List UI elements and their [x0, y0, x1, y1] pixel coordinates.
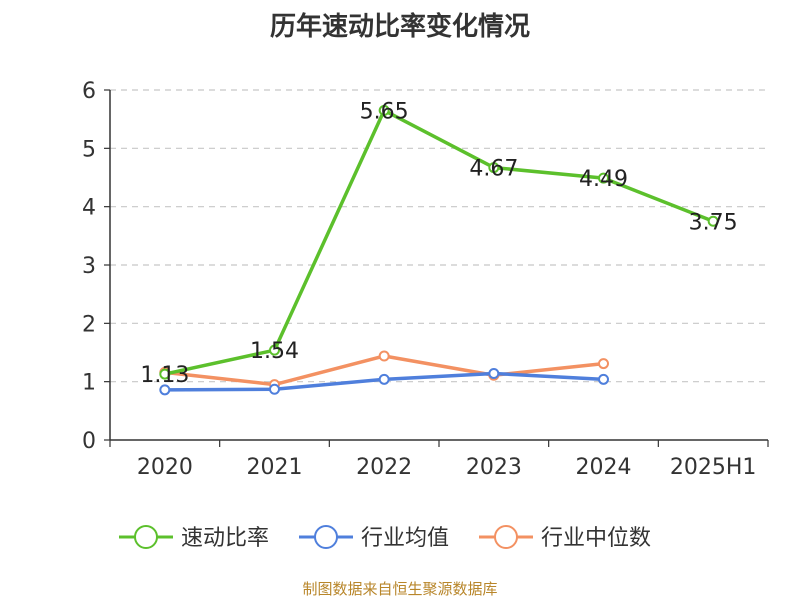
- x-tick-label: 2025H1: [670, 455, 757, 480]
- legend-marker: [134, 525, 158, 549]
- data-point: [598, 373, 609, 385]
- x-tick-label: 2023: [466, 455, 522, 480]
- data-point: [159, 384, 171, 396]
- data-point: [159, 368, 171, 380]
- axes: 0 1 2 3 4 5 6 2020 2021 2022 2023 2024 2025H1: [82, 79, 769, 480]
- y-tick-label: 2: [82, 312, 96, 337]
- data-point: [488, 162, 500, 174]
- y-tick-label: 1: [82, 371, 96, 396]
- data-point: [378, 350, 390, 362]
- legend[interactable]: 速动比率 行业均值 行业中位数: [119, 525, 651, 551]
- legend-marker: [314, 525, 338, 549]
- y-tick-label: 3: [82, 254, 96, 279]
- series-line: [164, 108, 714, 376]
- x-tick-label: 2024: [576, 455, 632, 480]
- data-labels: 1.13 1.54 5.65 4.67 4.49 3.75: [140, 99, 737, 388]
- source-note: 制图数据来自恒生聚源数据库: [302, 580, 498, 598]
- legend-label: 速动比率: [181, 526, 269, 551]
- data-point: [378, 373, 390, 385]
- x-tick-label: 2020: [137, 455, 193, 480]
- y-tick-label: 0: [82, 429, 96, 454]
- data-point: [378, 104, 390, 116]
- grid-lines: [110, 89, 768, 383]
- y-tick-label: 5: [82, 137, 96, 162]
- legend-label: 行业中位数: [541, 526, 651, 551]
- series-lines: [159, 104, 719, 396]
- data-point: [598, 172, 609, 184]
- data-label: 3.75: [689, 210, 738, 235]
- chart-title: 历年速动比率变化情况: [269, 12, 530, 42]
- data-label: 4.49: [579, 167, 628, 192]
- data-point: [707, 215, 719, 227]
- data-label: 4.67: [469, 157, 518, 182]
- data-point: [598, 358, 609, 370]
- data-point: [488, 368, 500, 379]
- legend-marker: [494, 525, 518, 549]
- y-tick-label: 6: [82, 79, 96, 104]
- data-label: 1.54: [250, 339, 299, 364]
- legend-item-2[interactable]: 行业均值: [299, 525, 449, 551]
- x-tick-label: 2022: [356, 455, 412, 480]
- data-point: [269, 383, 280, 395]
- legend-item-3[interactable]: 行业中位数: [479, 525, 651, 551]
- x-tick-label: 2021: [247, 455, 303, 480]
- legend-label: 行业均值: [361, 526, 449, 551]
- data-label: 5.65: [360, 99, 409, 124]
- data-label: 1.13: [140, 363, 189, 388]
- legend-item-1[interactable]: 速动比率: [119, 525, 269, 551]
- data-point: [269, 344, 280, 356]
- y-tick-label: 4: [82, 196, 96, 221]
